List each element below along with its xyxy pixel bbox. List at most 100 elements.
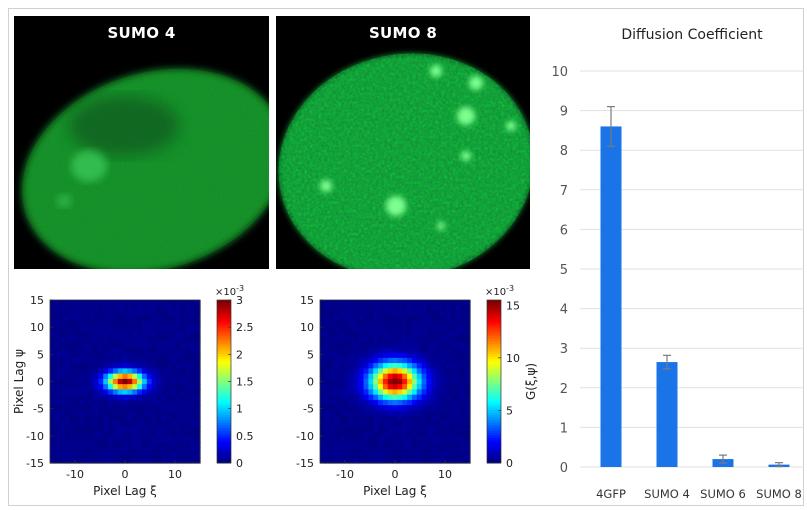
- heatmap-cell: [185, 336, 191, 343]
- heatmap-cell: [353, 378, 360, 385]
- heatmap-cell: [141, 352, 148, 359]
- heatmap-cell: [59, 363, 66, 369]
- heatmap-cell: [344, 452, 350, 459]
- heatmap-cell: [353, 394, 360, 401]
- heatmap-cell: [353, 447, 360, 454]
- heatmap-cell: [54, 336, 61, 343]
- heatmap-cell: [74, 368, 80, 375]
- heatmap-cell: [382, 315, 389, 322]
- heatmap-cell: [382, 447, 389, 454]
- heatmap-cell: [117, 315, 124, 322]
- heatmap-cell: [426, 300, 432, 306]
- colorbar-step: [217, 307, 231, 311]
- heatmap-cell: [69, 331, 75, 338]
- heatmap-cell: [378, 436, 384, 443]
- heatmap-cell: [54, 373, 61, 380]
- heatmap-cell: [127, 305, 133, 312]
- heatmap-cell: [324, 431, 331, 438]
- colorbar-step: [217, 310, 231, 314]
- heatmap-cell: [436, 352, 442, 359]
- heatmap-cell: [402, 305, 408, 312]
- heatmap-cell: [50, 420, 56, 427]
- heatmap-cell: [387, 394, 394, 401]
- heatmap-cell: [421, 441, 428, 448]
- heatmap-cell: [195, 394, 201, 401]
- heatmap-cell: [156, 331, 162, 338]
- heatmap-cell: [358, 405, 365, 412]
- heatmap-cell: [185, 410, 191, 417]
- x-tick-label: 10: [168, 468, 182, 481]
- heatmap-cell: [358, 363, 365, 369]
- heatmap-cell: [195, 315, 201, 322]
- heatmap-cell: [445, 441, 452, 448]
- heatmap-cell: [156, 368, 162, 375]
- heatmap-cell: [64, 389, 70, 396]
- heatmap-cell: [416, 384, 423, 390]
- heatmap-cell: [166, 305, 172, 312]
- heatmap-cell: [132, 331, 138, 338]
- heatmap-cell: [180, 368, 187, 375]
- heatmap-cell: [465, 368, 471, 375]
- colorbar-step: [217, 406, 231, 411]
- heatmap-cell: [334, 426, 340, 433]
- heatmap-cell: [74, 373, 80, 380]
- heatmap-cell: [416, 447, 423, 454]
- heatmap-cell: [127, 441, 133, 448]
- heatmap-cell: [426, 336, 432, 343]
- heatmap-cell: [88, 368, 95, 375]
- heatmap-cell: [64, 457, 70, 464]
- heatmap-cell: [373, 331, 379, 338]
- heatmap-cell: [132, 420, 138, 427]
- heatmap-cell: [460, 415, 466, 422]
- heatmap-cell: [353, 436, 360, 443]
- heatmap-cell: [117, 357, 124, 364]
- heatmap-cell: [190, 452, 196, 459]
- heatmap-cell: [440, 378, 447, 385]
- heatmap-cell: [373, 342, 379, 348]
- heatmap-cell: [170, 394, 177, 401]
- heatmap-cell: [103, 394, 109, 401]
- heatmap-cell: [440, 347, 447, 354]
- heatmap-cell: [382, 342, 389, 348]
- heatmap-cell: [195, 331, 201, 338]
- heatmap-cell: [161, 368, 167, 375]
- heatmap-cell: [93, 447, 99, 454]
- heatmap-cell: [411, 378, 418, 385]
- colorbar-step: [217, 325, 231, 329]
- heatmap-cell: [151, 331, 158, 338]
- heatmap-cell: [190, 300, 196, 306]
- heatmap-cell: [93, 415, 99, 422]
- heatmap-cell: [170, 347, 177, 354]
- heatmap-cell: [436, 415, 442, 422]
- colorbar-step: [487, 338, 501, 342]
- heatmap-cell: [117, 336, 124, 343]
- heatmap-cell: [373, 321, 379, 327]
- heatmap-cell: [440, 436, 447, 443]
- heatmap-cell: [460, 447, 466, 454]
- heatmap-cell: [74, 384, 80, 390]
- y-tick-label: 5: [307, 348, 314, 361]
- heatmap-cell: [392, 399, 399, 406]
- heatmap-cell: [103, 347, 109, 354]
- heatmap-cell: [460, 321, 466, 327]
- heatmap-cell: [397, 352, 403, 359]
- heatmap-cell: [93, 436, 99, 443]
- heatmap-cell: [455, 352, 461, 359]
- heatmap-cell: [79, 399, 85, 406]
- heatmap-cell: [465, 315, 471, 322]
- heatmap-cell: [166, 394, 172, 401]
- heatmap-cell: [450, 431, 457, 438]
- heatmap-cell: [175, 441, 182, 448]
- heatmap-cell: [170, 357, 177, 364]
- heatmap-cell: [137, 305, 143, 312]
- heatmap-cell: [436, 389, 442, 396]
- heatmap-cell: [402, 410, 408, 417]
- heatmap-cell: [344, 342, 350, 348]
- heatmap-cell: [320, 326, 326, 333]
- heatmap-cell: [358, 436, 365, 443]
- chart-title: Diffusion Coefficient: [621, 27, 763, 43]
- heatmap-cell: [50, 357, 56, 364]
- heatmap-cell: [411, 363, 418, 369]
- heatmap-cell: [445, 436, 452, 443]
- heatmap-cell: [363, 410, 369, 417]
